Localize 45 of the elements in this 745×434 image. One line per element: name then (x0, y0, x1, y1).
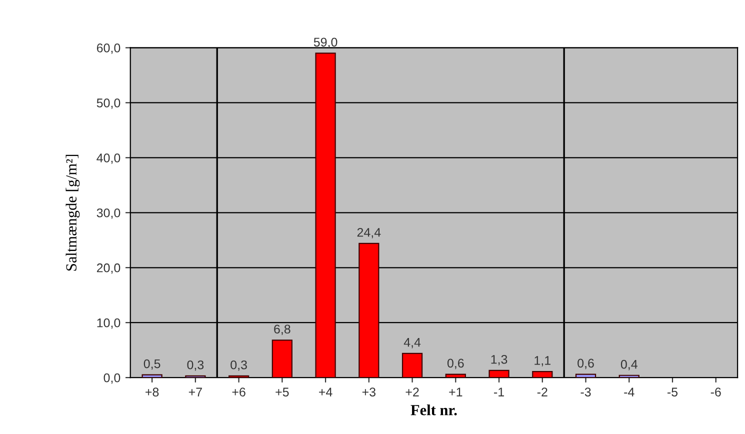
data-label: 0,4 (620, 360, 638, 370)
y-tick-label: 30,0 (96, 208, 120, 219)
x-tick-label: -4 (624, 388, 634, 396)
data-label: 1,3 (491, 354, 508, 366)
data-label: 24,4 (357, 228, 381, 238)
bar (575, 374, 596, 378)
y-axis-title: Saltmængde [g/m²] (66, 154, 80, 271)
x-tick-label: +7 (188, 388, 202, 396)
data-label: 0,6 (447, 358, 464, 370)
x-tick-label: -3 (580, 388, 591, 396)
data-label: 1,1 (534, 356, 550, 366)
bar (532, 370, 553, 378)
x-axis-title: Felt nr. (410, 404, 457, 416)
bar (445, 374, 466, 378)
x-tick-label: -6 (710, 388, 721, 396)
data-label: 0,3 (230, 360, 247, 371)
y-tick-label: 40,0 (96, 153, 120, 164)
data-label: 0,5 (144, 359, 160, 370)
bar (488, 370, 510, 378)
x-tick-label: +1 (449, 388, 462, 396)
data-label: 0,6 (578, 358, 594, 370)
x-tick-label: +6 (232, 388, 246, 396)
x-tick-label: +4 (319, 388, 332, 396)
x-tick-label: +5 (276, 388, 289, 396)
x-tick-label: -2 (537, 388, 548, 396)
x-tick-label: +8 (146, 388, 159, 396)
bar (358, 242, 380, 378)
y-tick-label: 20,0 (96, 263, 120, 274)
bar (272, 340, 292, 378)
data-label: 0,3 (187, 360, 204, 371)
y-tick-label: 60,0 (96, 44, 120, 54)
bar (402, 352, 423, 378)
bar (142, 374, 162, 378)
x-tick-label: +2 (406, 388, 419, 396)
x-tick-label: -5 (667, 388, 678, 396)
data-label: 59,0 (314, 38, 338, 48)
x-tick-label: +3 (362, 388, 376, 396)
bar (618, 374, 640, 378)
data-label: 6,8 (274, 324, 290, 336)
x-tick-label: -1 (494, 388, 504, 396)
y-tick-label: 50,0 (96, 98, 120, 109)
data-label: 4,4 (404, 338, 421, 348)
y-tick-label: 10,0 (97, 318, 120, 329)
y-tick-label: 0,0 (104, 373, 120, 384)
bar (315, 52, 336, 378)
